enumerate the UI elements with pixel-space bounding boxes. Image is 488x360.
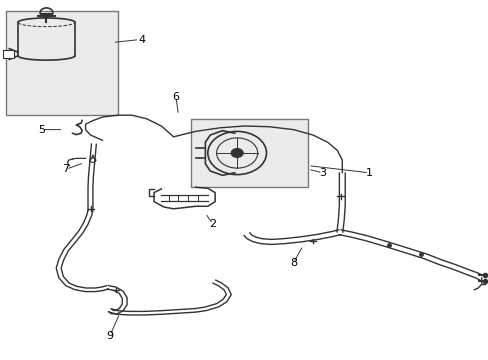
Bar	[6, 11, 118, 115]
Bar	[3, 50, 14, 58]
Text: 5: 5	[38, 125, 45, 135]
Text: 9: 9	[106, 330, 113, 341]
Text: 3: 3	[319, 168, 325, 178]
Text: 4: 4	[138, 35, 145, 45]
Text: 8: 8	[289, 258, 296, 268]
Bar	[190, 119, 307, 187]
Circle shape	[231, 149, 243, 157]
Text: 1: 1	[365, 168, 372, 178]
Text: 6: 6	[172, 92, 179, 102]
Text: 7: 7	[62, 164, 69, 174]
Text: 2: 2	[209, 219, 216, 229]
